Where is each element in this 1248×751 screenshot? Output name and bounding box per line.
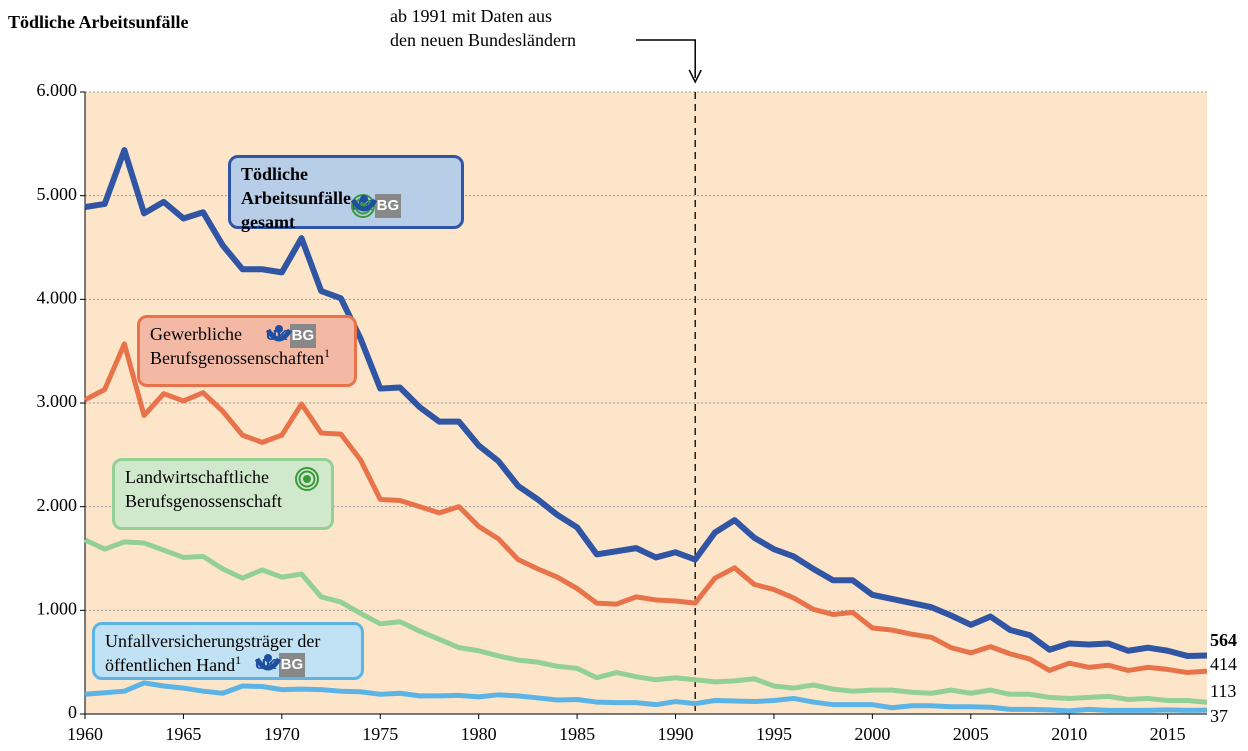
series-line [84, 680, 1208, 714]
legend-box: Gewerbliche Berufsgenossenschaften1 UK BG [137, 315, 357, 387]
x-tick-label: 1975 [362, 724, 398, 744]
series-line [84, 147, 1208, 659]
annotation-text: den neuen Bundesländern [390, 30, 576, 50]
logo-text: BG [374, 194, 402, 218]
series-line [83, 537, 1208, 705]
legend-box: Unfallversicherungsträger der öffentlich… [92, 622, 364, 680]
y-tick-label: 0 [68, 702, 77, 722]
end-label: 564 [1210, 630, 1237, 650]
y-tick-label: 1.000 [37, 598, 78, 618]
legend-label: Tödliche Arbeitsunfälle gesamt [241, 164, 351, 232]
y-tick-label: 6.000 [37, 80, 78, 100]
y-tick-label: 4.000 [37, 287, 78, 307]
logo-dguv [351, 195, 377, 212]
end-label: 37 [1210, 706, 1228, 726]
legend-label: Gewerbliche Berufsgenossenschaften [150, 324, 324, 368]
logo-dguv [255, 654, 281, 671]
annotation-text: ab 1991 mit Daten aus [390, 6, 552, 26]
logo-lwbg [295, 467, 319, 491]
end-label: 414 [1210, 654, 1237, 674]
y-tick-label: 2.000 [37, 495, 78, 515]
logo-text: BG [289, 324, 317, 348]
annotation-arrow [636, 39, 696, 78]
x-tick-label: 2000 [854, 724, 890, 744]
legend-label: Landwirtschaftliche Berufsgenossenschaft [125, 467, 282, 511]
x-tick-label: 1990 [658, 724, 694, 744]
legend-box: Landwirtschaftliche Berufsgenossenschaft [112, 458, 334, 530]
x-tick-label: 2015 [1150, 724, 1186, 744]
legend-box: Tödliche Arbeitsunfälle gesamtUKBG [228, 155, 464, 232]
x-tick-label: 2005 [953, 724, 989, 744]
footnote-mark: 1 [235, 653, 242, 667]
x-tick-label: 1970 [264, 724, 300, 744]
logo-text: BG [278, 653, 306, 677]
chart-title: Tödliche Arbeitsunfälle [8, 12, 189, 32]
series-line [83, 341, 1208, 676]
x-tick-label: 1985 [559, 724, 595, 744]
x-tick-label: 1965 [165, 724, 201, 744]
logo-dguv [266, 325, 292, 342]
arrow-head [688, 69, 702, 84]
x-tick-label: 1995 [756, 724, 792, 744]
y-tick-label: 3.000 [37, 391, 78, 411]
footnote-mark: 1 [323, 346, 330, 360]
x-tick-label: 2010 [1051, 724, 1087, 744]
x-tick-label: 1980 [461, 724, 497, 744]
end-label: 113 [1210, 681, 1236, 701]
y-tick-label: 5.000 [37, 184, 78, 204]
legend-label: Unfallversicherungsträger der öffentlich… [105, 631, 321, 675]
x-tick-label: 1960 [67, 724, 103, 744]
